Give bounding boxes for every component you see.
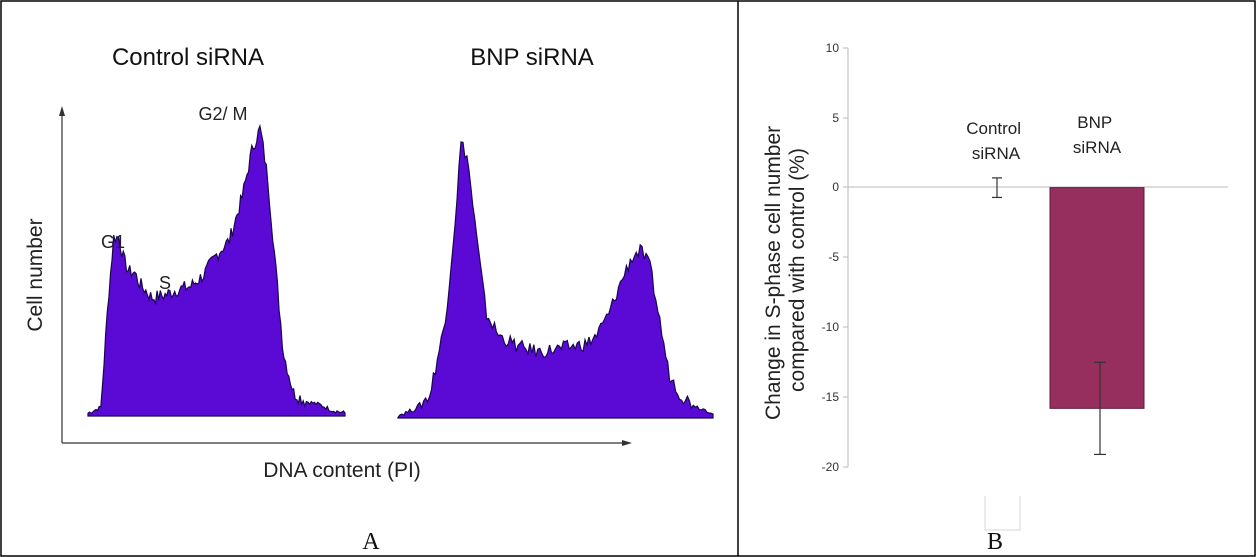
bar-label-control-line-1: Control [966,119,1021,138]
b-y-axis-title-line-1: Change in S-phase cell number [762,126,785,420]
histogram-control-title: Control siRNA [112,44,264,71]
bar-label-bnp-sirna: BNP siRNA [1073,113,1122,157]
b-y-tick-label: 0 [832,180,839,194]
b-y-tick-labels: 10 5 0 -5 -10 -15 -20 [822,41,840,474]
a-x-axis-title: DNA content (PI) [263,459,421,482]
b-y-ticks [843,47,848,468]
phase-label-g2m: G2/ M [198,104,247,124]
b-y-tick-label: 10 [826,41,840,55]
b-y-tick-label: -10 [822,320,840,334]
b-y-tick-label: -5 [828,250,839,264]
b-y-tick-label: 5 [832,111,839,125]
histogram-bnp-area [397,141,714,419]
bar-label-bnp-line-2: siRNA [1073,138,1122,157]
bar-control-sirna [949,188,1043,189]
bar-label-control-line-2: siRNA [972,144,1021,163]
b-y-tick-label: -20 [822,460,840,474]
panel-letter-b: B [987,529,1003,555]
bar-label-control-sirna: Control siRNA [966,119,1026,163]
a-y-axis-title: Cell number [24,218,47,331]
histogram-control-area [87,123,346,417]
a-x-axis-arrowhead [622,440,632,446]
watermark-bracket [984,496,1021,531]
a-y-axis-arrowhead [59,106,65,116]
panel-b: 10 5 0 -5 -10 -15 -20 Change in S-phase … [762,41,1228,555]
panel-a: Control siRNA BNP siRNA G1 S G2/ M Cell … [24,44,714,555]
b-y-tick-label: -15 [822,390,840,404]
errorbar-bnp-sirna [1094,361,1106,456]
phase-label-g1: G1 [101,232,125,252]
phase-label-s: S [159,273,171,293]
b-y-axis-title-line-2: compared with control (%) [786,148,809,392]
histogram-bnp [397,141,714,419]
b-y-axis-title: Change in S-phase cell number compared w… [762,120,809,420]
histogram-bnp-title: BNP siRNA [470,44,594,71]
bar-bnp-sirna [1049,187,1145,409]
histogram-control [87,123,346,417]
bar-label-bnp-line-1: BNP [1077,113,1112,132]
panel-letter-a: A [362,529,380,555]
errorbar-control-sirna [992,177,1002,199]
